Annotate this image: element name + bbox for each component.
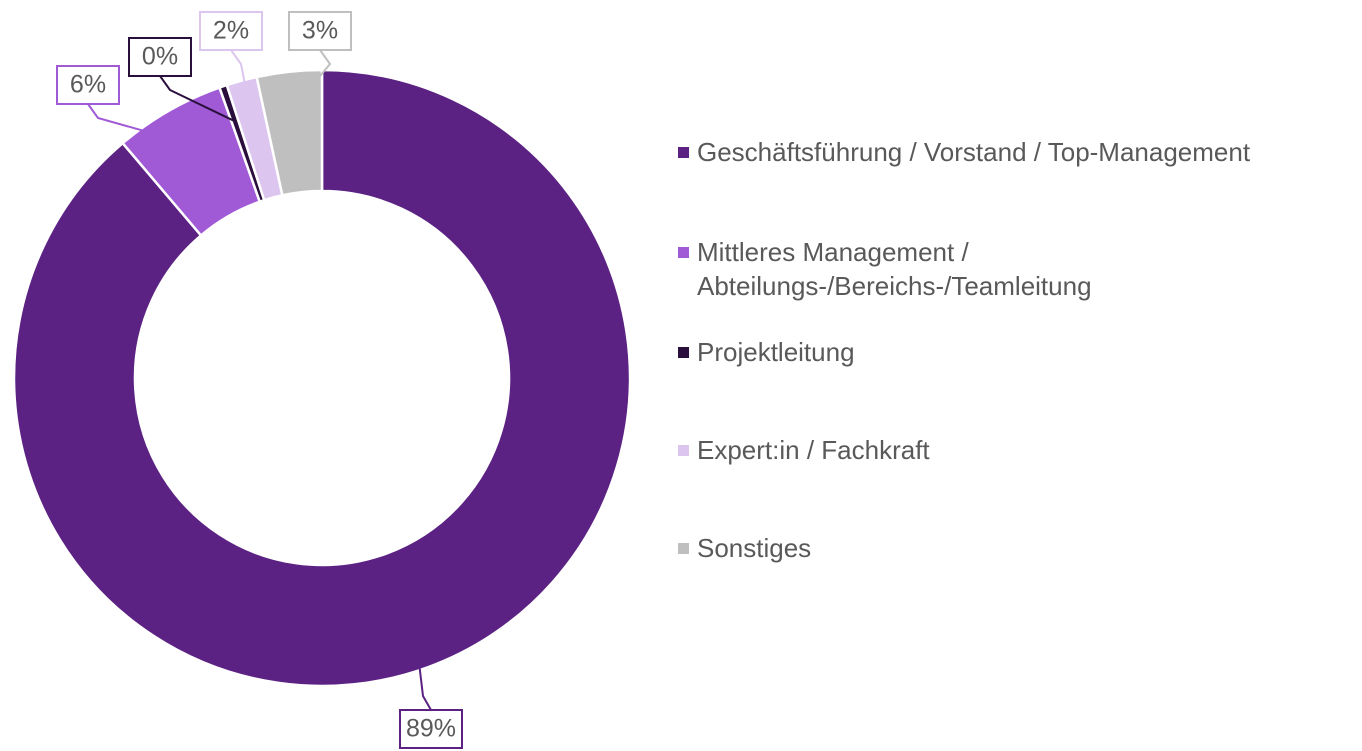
leader-line xyxy=(87,103,188,144)
donut-slice xyxy=(12,68,632,688)
label-box xyxy=(56,65,120,105)
legend-swatch xyxy=(678,347,689,358)
legend-item: Mittleres Management / Abteilungs-/Berei… xyxy=(676,235,1356,303)
legend-swatch xyxy=(678,147,689,158)
leader-line xyxy=(230,49,253,117)
legend-label: Sonstiges xyxy=(697,533,812,563)
label-box xyxy=(199,11,263,51)
leader-line xyxy=(159,75,236,123)
legend-swatch xyxy=(678,543,689,554)
legend-item: Geschäftsführung / Vorstand / Top-Manage… xyxy=(676,135,1356,169)
legend-label: Geschäftsführung / Vorstand / Top-Manage… xyxy=(697,137,1251,167)
data-label: 0% xyxy=(142,43,178,71)
legend-item: Sonstiges xyxy=(676,531,1356,565)
label-box xyxy=(288,11,352,51)
legend-label: Mittleres Management / Abteilungs-/Berei… xyxy=(697,237,1092,301)
legend-swatch xyxy=(678,247,689,258)
legend-item: Expert:in / Fachkraft xyxy=(676,433,1356,467)
legend-swatch xyxy=(678,445,689,456)
data-label: 3% xyxy=(302,17,338,45)
data-label: 2% xyxy=(213,17,249,45)
legend-label: Projektleitung xyxy=(697,337,855,367)
label-box xyxy=(128,37,192,77)
donut-slice xyxy=(255,68,324,197)
data-label: 6% xyxy=(70,71,106,99)
leader-line xyxy=(414,632,432,711)
label-box xyxy=(399,709,463,749)
data-label: 89% xyxy=(406,715,456,743)
legend-label: Expert:in / Fachkraft xyxy=(697,435,930,465)
leader-line xyxy=(292,49,332,110)
legend-item: Projektleitung xyxy=(676,335,1356,369)
